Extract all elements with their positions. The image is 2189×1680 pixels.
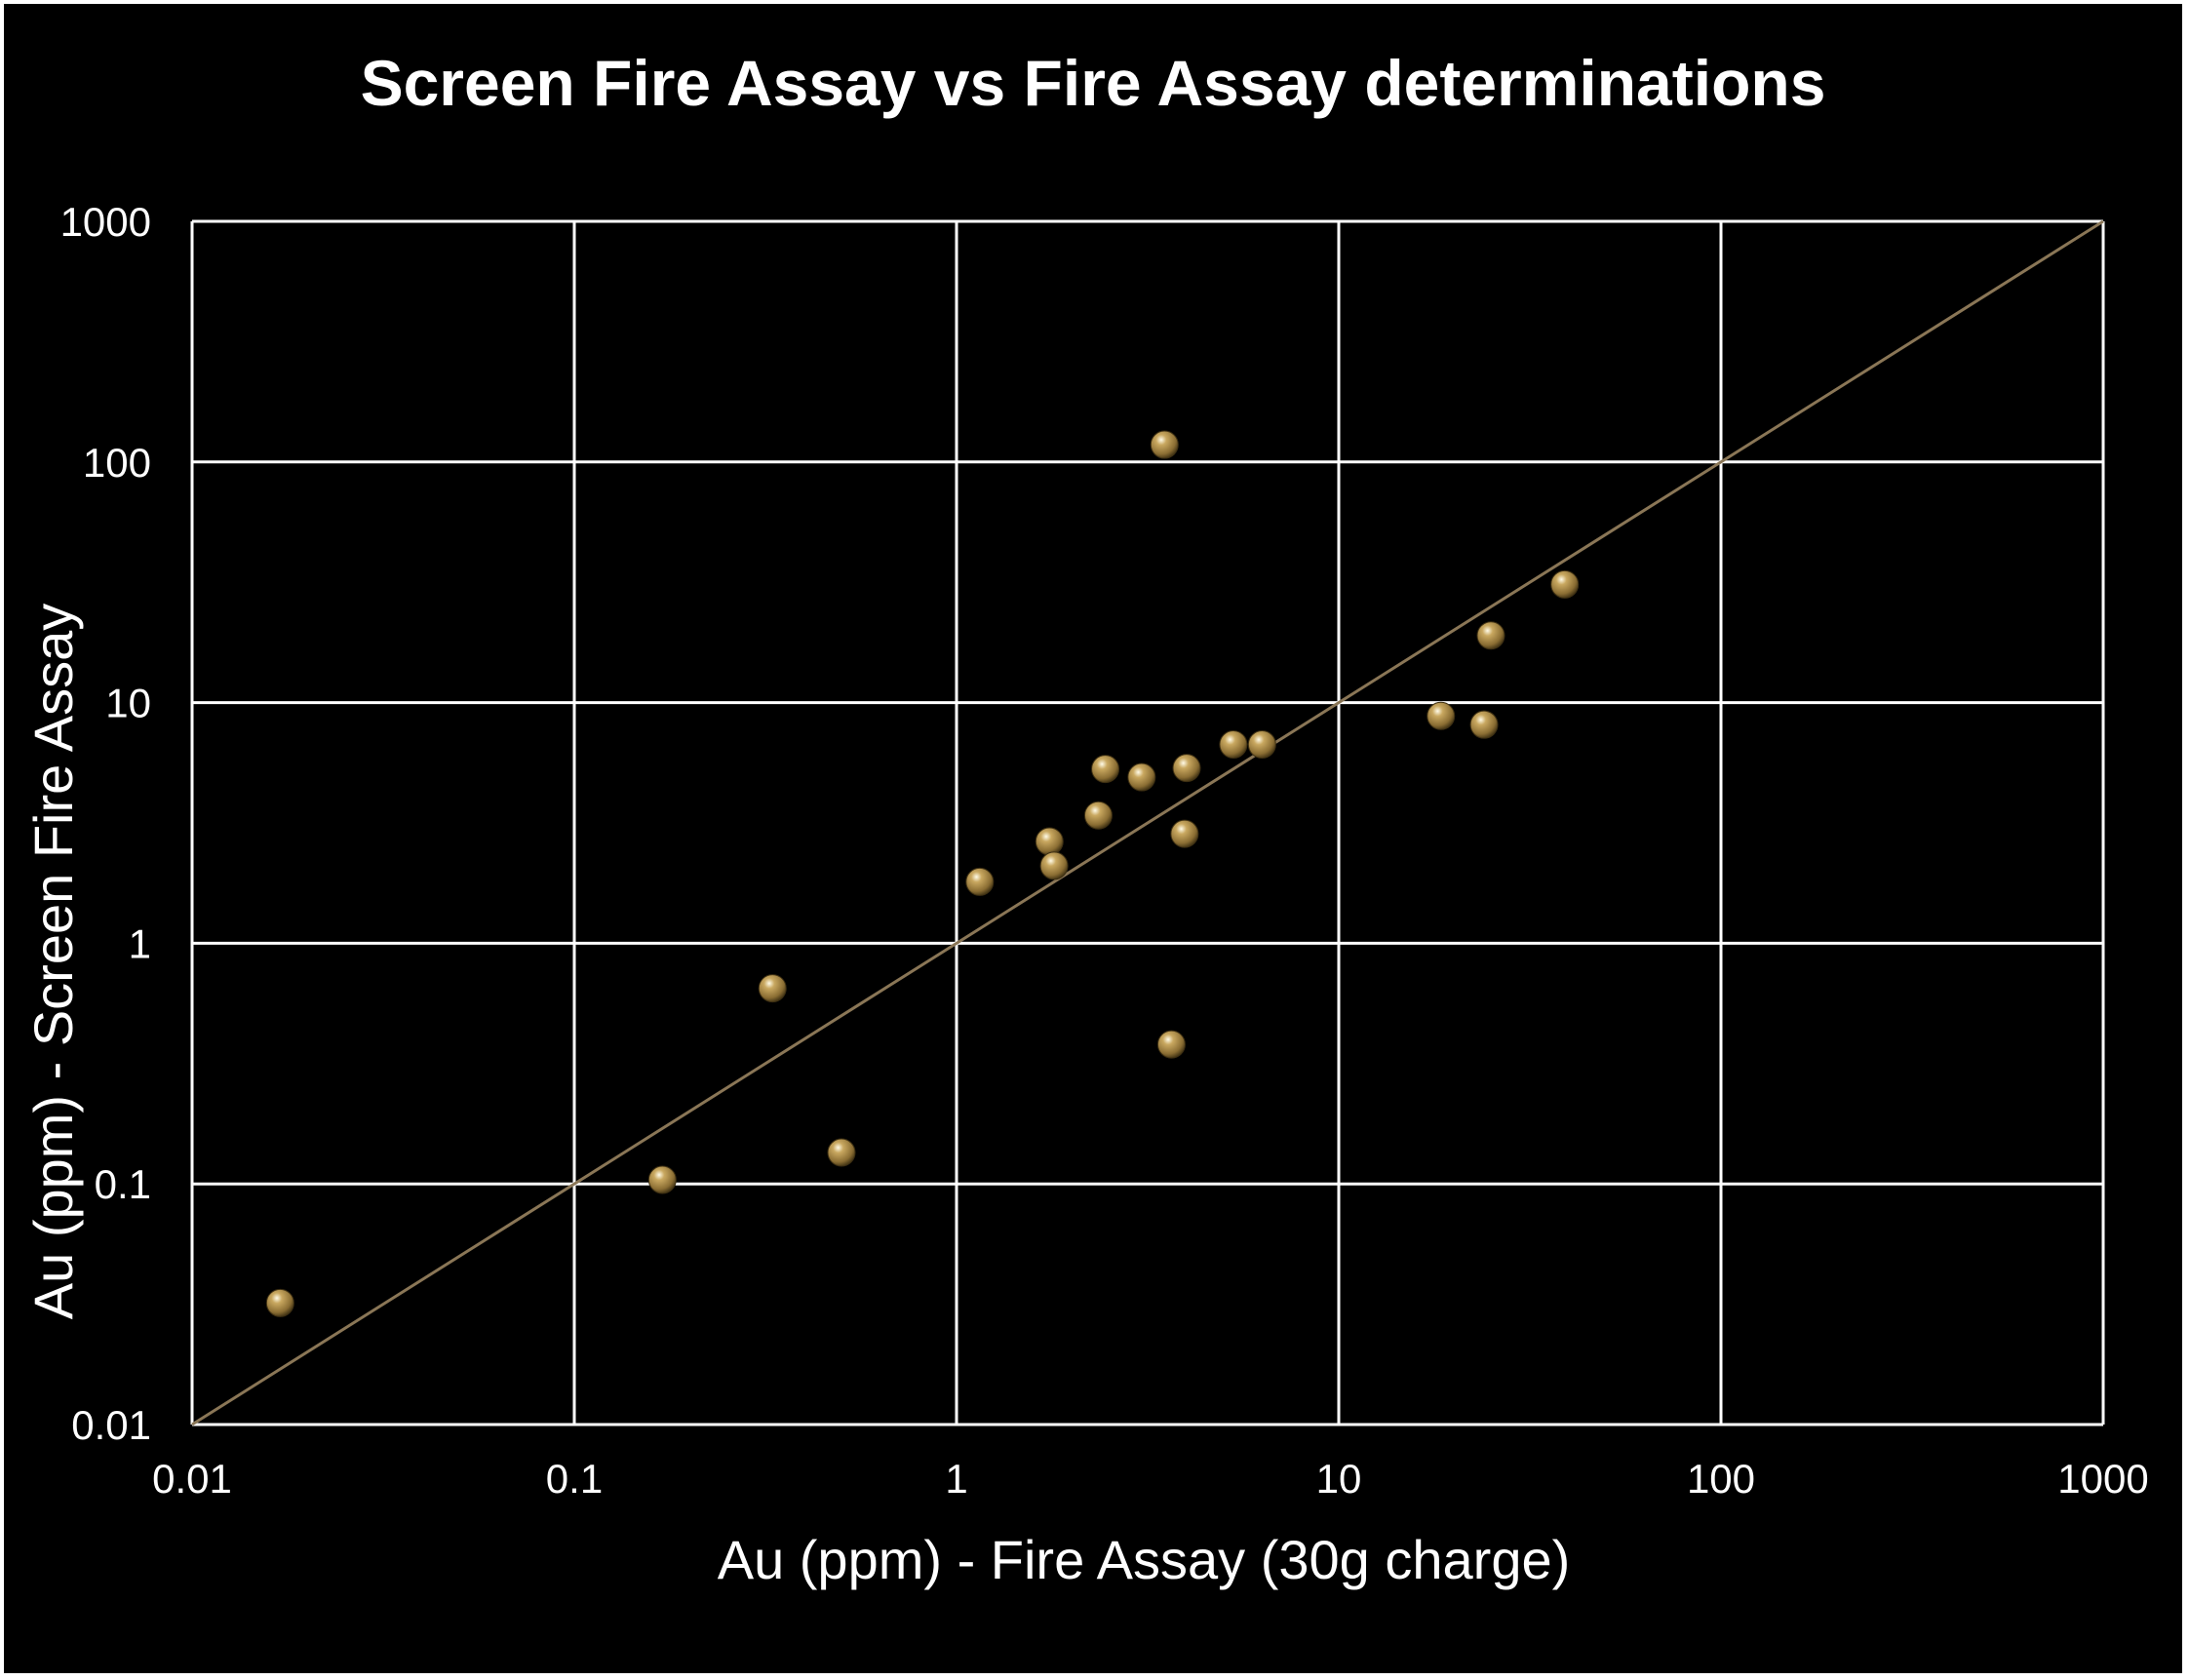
chart-title: Screen Fire Assay vs Fire Assay determin…: [361, 47, 1826, 119]
data-point: [1219, 730, 1248, 760]
y-tick-label: 1: [129, 920, 151, 966]
data-point: [1127, 762, 1156, 792]
data-point: [647, 1165, 677, 1194]
one-to-one-reference-line: [191, 219, 2104, 1426]
data-point: [758, 974, 787, 1003]
x-axis-ticks: 0.01 0.1 1 10 100 1000: [152, 1456, 2149, 1502]
x-tick-label: 1: [945, 1456, 967, 1502]
data-point: [265, 1288, 294, 1317]
reference-line-group: [191, 219, 2104, 1426]
data-point: [1469, 710, 1499, 739]
data-point: [1150, 430, 1179, 459]
grid: [190, 219, 2105, 1426]
x-tick-label: 100: [1687, 1456, 1755, 1502]
data-point: [827, 1138, 856, 1167]
data-point: [1427, 701, 1456, 730]
y-axis-label: Au (ppm) - Screen Fire Assay: [22, 604, 84, 1319]
data-point: [1170, 819, 1199, 848]
data-point: [965, 867, 995, 896]
data-point: [1476, 621, 1505, 650]
data-point: [1247, 730, 1276, 760]
y-tick-label: 0.01: [71, 1402, 151, 1448]
data-point: [1035, 827, 1064, 856]
y-tick-label: 10: [105, 681, 151, 726]
chart-frame: Screen Fire Assay vs Fire Assay determin…: [4, 4, 2182, 1673]
y-axis-ticks: 0.01 0.1 1 10 100 1000: [60, 199, 151, 1448]
data-points: [265, 430, 1580, 1317]
x-tick-label: 0.1: [546, 1456, 603, 1502]
x-tick-label: 10: [1316, 1456, 1362, 1502]
data-point: [1550, 569, 1580, 599]
data-point: [1083, 801, 1113, 830]
y-tick-label: 0.1: [95, 1161, 151, 1207]
data-point: [1039, 851, 1069, 880]
x-axis-label: Au (ppm) - Fire Assay (30g charge): [718, 1529, 1571, 1590]
x-tick-label: 0.01: [152, 1456, 232, 1502]
y-tick-label: 1000: [60, 199, 151, 245]
data-point: [1156, 1030, 1186, 1059]
scatter-chart: Screen Fire Assay vs Fire Assay determin…: [22, 47, 2149, 1590]
y-tick-label: 100: [83, 440, 151, 486]
data-point: [1172, 754, 1201, 783]
x-tick-label: 1000: [2057, 1456, 2148, 1502]
data-point: [1091, 755, 1120, 784]
